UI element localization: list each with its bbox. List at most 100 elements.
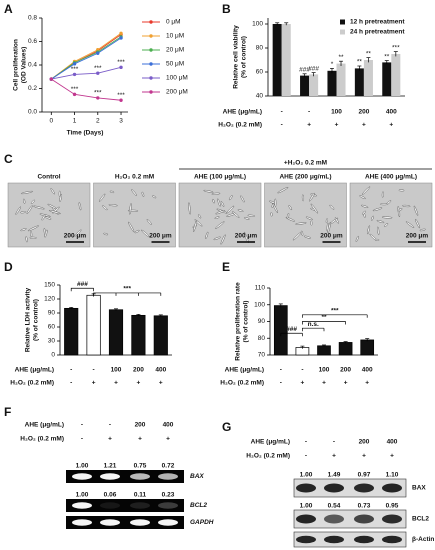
header-cell: + (108, 436, 112, 443)
table-row-label: H₂O₂ (0.2 mM) (10, 380, 54, 387)
cell (78, 202, 82, 211)
cell (229, 195, 233, 201)
ratio: 0.73 (358, 503, 371, 510)
band (100, 473, 120, 480)
significance: *** (71, 86, 79, 93)
cell (203, 189, 214, 193)
cell (188, 202, 191, 215)
header-cell: 400 (163, 422, 174, 429)
header-cell: + (138, 436, 142, 443)
table-cell: 400 (386, 109, 397, 116)
bracket (280, 332, 303, 337)
blot-strip (293, 531, 407, 548)
y-axis-label: (% of control) (33, 299, 40, 341)
y-tick-label: 150 (44, 282, 55, 289)
cell (334, 217, 339, 224)
cell (141, 229, 150, 238)
table-cell: + (335, 122, 339, 129)
y-tick-label: 100 (254, 301, 265, 308)
x-tick-label: 0 (49, 118, 53, 125)
cell (211, 192, 221, 195)
cell (33, 205, 45, 210)
band (382, 535, 402, 544)
point (119, 98, 123, 102)
cell (309, 192, 315, 202)
point (96, 71, 100, 75)
band (72, 502, 92, 509)
cell (398, 189, 405, 192)
table-cell: + (159, 380, 163, 387)
header-cell: - (333, 439, 335, 446)
significance: ** (366, 50, 372, 57)
panel-letter: F (4, 405, 11, 419)
significance: *** (123, 286, 131, 293)
table-cell: 100 (319, 367, 330, 374)
group-label: +H₂O₂ 0.2 mM (284, 160, 327, 167)
cell (295, 222, 307, 225)
cell (372, 207, 383, 212)
ratio: 1.10 (386, 472, 399, 479)
cell (405, 221, 415, 228)
bracket (93, 292, 162, 296)
cell (402, 204, 411, 208)
band (354, 483, 374, 493)
header-cell: - (81, 422, 83, 429)
y-tick-label: 120 (44, 296, 55, 303)
cell (109, 190, 115, 194)
header-cell: - (305, 453, 307, 460)
y-tick-label: 90 (258, 318, 266, 325)
cell (305, 216, 313, 221)
bracket (302, 327, 325, 332)
cell (212, 198, 215, 204)
bar (336, 63, 346, 96)
cell (102, 205, 108, 211)
table-cell: + (322, 380, 326, 387)
table-cell: + (365, 380, 369, 387)
significance: *** (94, 65, 102, 72)
x-axis-label: Time (Days) (67, 130, 104, 137)
x-tick-label: 2 (96, 118, 100, 125)
table-cell: - (308, 109, 310, 116)
band (158, 473, 178, 480)
cell (30, 199, 35, 204)
table-cell: - (70, 380, 72, 387)
band-label: BCL2 (412, 516, 429, 523)
blot-strip (293, 478, 407, 498)
scale-label: 200 μm (406, 233, 429, 240)
scale-label: 200 μm (235, 233, 258, 240)
table-row-label: AHE (μg/mL) (225, 367, 264, 374)
bar (108, 309, 124, 356)
band (382, 514, 402, 524)
y-tick-label: 40 (256, 93, 264, 100)
table-cell: - (301, 367, 303, 374)
bracket (70, 287, 94, 292)
legend-label: 12 h pretreatment (350, 19, 405, 26)
point (72, 92, 77, 97)
series-line (51, 66, 122, 80)
ratio: 0.75 (134, 463, 147, 470)
table-cell: + (307, 122, 311, 129)
legend-label: 10 μM (166, 33, 184, 40)
ratio: 0.97 (358, 472, 371, 479)
header-cell: 200 (359, 439, 370, 446)
header-cell: 200 (135, 422, 146, 429)
cell (232, 211, 240, 218)
cell (214, 216, 220, 219)
cell (44, 229, 48, 238)
table-row-label: H₂O₂ (0.2 mM) (218, 122, 262, 129)
cell (226, 205, 235, 214)
bar (64, 307, 79, 356)
y-tick-label: 0.4 (28, 62, 37, 69)
cell (20, 228, 27, 232)
significance: ### (286, 326, 297, 333)
band-label: β-Actin (412, 536, 434, 543)
cell (152, 195, 157, 199)
panel-letter: B (222, 2, 231, 16)
cell (146, 219, 152, 225)
significance: ** (384, 53, 390, 60)
cell (237, 209, 244, 212)
cell (244, 217, 250, 220)
table-cell: + (137, 380, 141, 387)
band (158, 519, 178, 526)
